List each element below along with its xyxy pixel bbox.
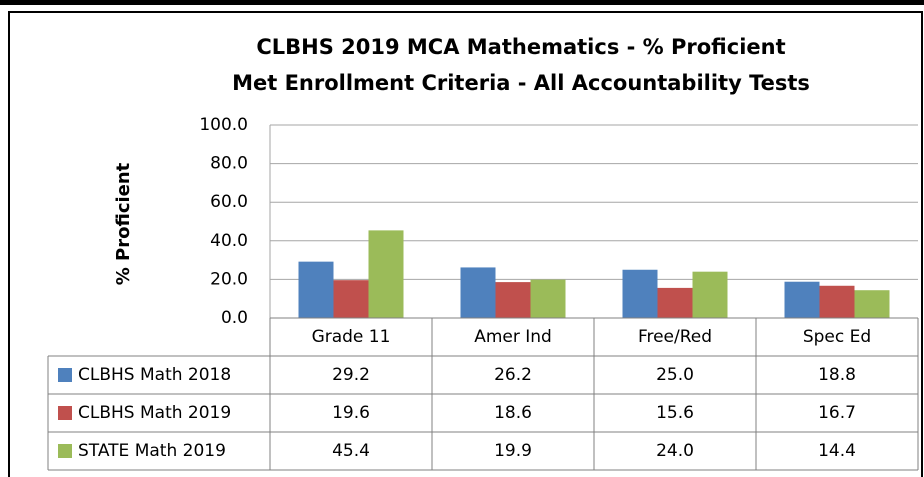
y-tick-label: 40.0: [210, 231, 248, 251]
y-tick-label: 60.0: [210, 192, 248, 212]
table-value: 19.9: [494, 441, 532, 461]
legend-label: CLBHS Math 2019: [78, 403, 231, 423]
table-value: 29.2: [332, 365, 370, 385]
y-tick-label: 80.0: [210, 154, 248, 174]
bar: [333, 280, 369, 318]
bar: [622, 269, 658, 318]
bar: [657, 287, 693, 318]
legend-key: [58, 368, 72, 382]
chart-frame: [8, 11, 923, 477]
x-tick-label: Amer Ind: [474, 327, 552, 347]
x-tick-label: Free/Red: [638, 327, 712, 347]
y-tick-label: 0.0: [221, 308, 248, 328]
bar: [784, 281, 820, 318]
table-value: 45.4: [332, 441, 370, 461]
table-value: 15.6: [656, 403, 694, 423]
legend-label: CLBHS Math 2018: [78, 365, 231, 385]
y-tick-label: 20.0: [210, 269, 248, 289]
bar: [819, 285, 855, 318]
table-value: 26.2: [494, 365, 532, 385]
chart-title: CLBHS 2019 MCA Mathematics - % Proficien…: [256, 35, 785, 59]
bar: [460, 267, 496, 318]
y-axis-label: % Proficient: [113, 162, 134, 285]
bar: [854, 290, 890, 318]
table-value: 24.0: [656, 441, 694, 461]
bar: [530, 279, 566, 318]
table-value: 18.6: [494, 403, 532, 423]
chart-subtitle: Met Enrollment Criteria - All Accountabi…: [232, 71, 810, 95]
x-tick-label: Grade 11: [312, 327, 391, 347]
bar: [692, 271, 728, 318]
x-tick-label: Spec Ed: [803, 327, 871, 347]
table-value: 18.8: [818, 365, 856, 385]
bar: [495, 282, 531, 318]
table-value: 16.7: [818, 403, 856, 423]
table-value: 25.0: [656, 365, 694, 385]
y-tick-label: 100.0: [199, 115, 248, 135]
bar: [298, 261, 334, 318]
top-frame: [0, 0, 924, 5]
legend-key: [58, 406, 72, 420]
legend-key: [58, 444, 72, 458]
table-value: 19.6: [332, 403, 370, 423]
table-value: 14.4: [818, 441, 856, 461]
legend-label: STATE Math 2019: [78, 441, 226, 461]
bar: [368, 230, 404, 318]
